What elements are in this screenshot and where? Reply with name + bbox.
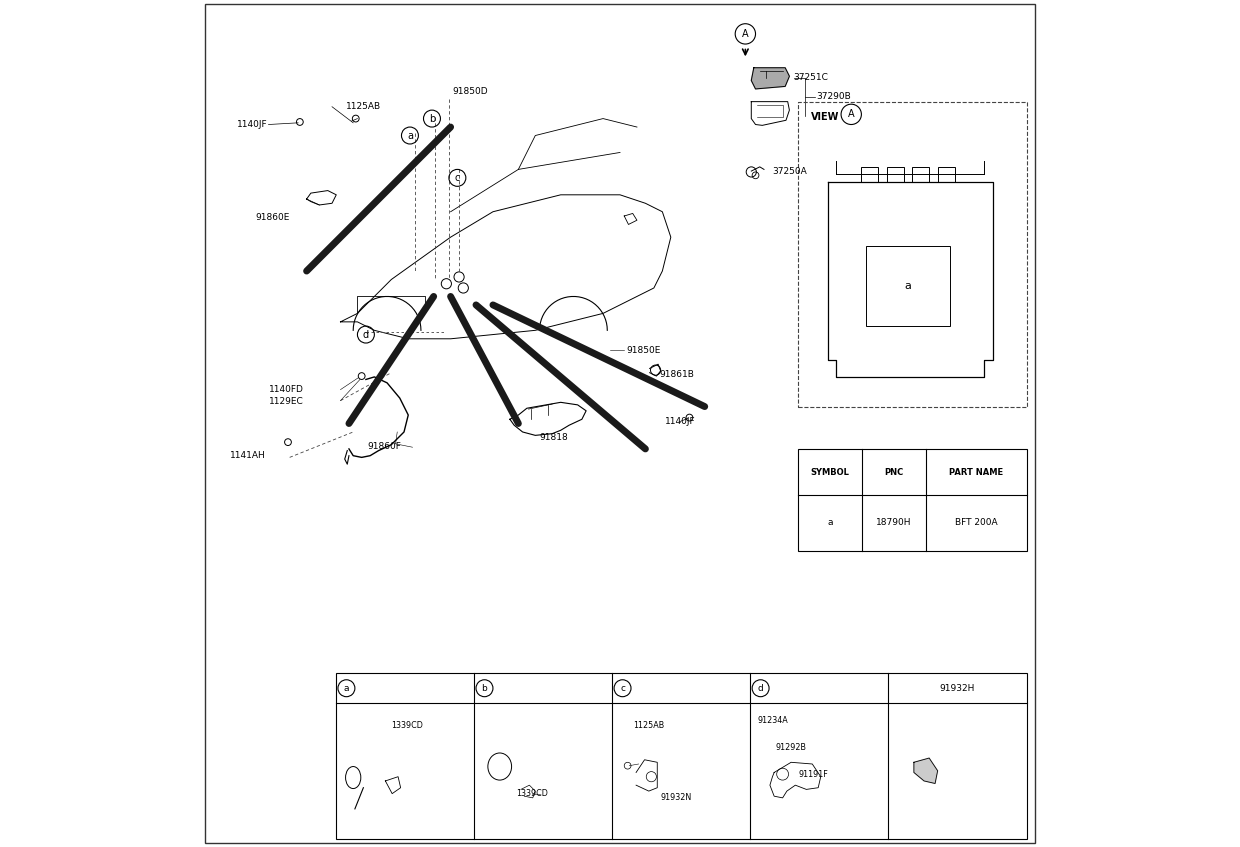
- Text: 18790H: 18790H: [877, 518, 911, 528]
- Text: d: d: [363, 329, 370, 340]
- Text: 1339CD: 1339CD: [516, 789, 548, 798]
- Text: 37251C: 37251C: [794, 74, 828, 82]
- Text: SYMBOL: SYMBOL: [811, 468, 849, 477]
- Bar: [336, 673, 1027, 839]
- Text: b: b: [481, 684, 487, 693]
- Text: 91850E: 91850E: [626, 346, 661, 355]
- Text: 1140JF: 1140JF: [665, 418, 696, 426]
- Text: 1141AH: 1141AH: [231, 451, 267, 460]
- Text: a: a: [407, 130, 413, 141]
- Text: 1339CD: 1339CD: [392, 721, 423, 730]
- Text: b: b: [429, 113, 435, 124]
- Text: c: c: [455, 173, 460, 183]
- Text: 1129EC: 1129EC: [269, 397, 304, 406]
- Text: 37290B: 37290B: [816, 92, 851, 101]
- Text: 91860F: 91860F: [367, 442, 402, 451]
- Bar: [866, 246, 950, 326]
- Text: BFT 200A: BFT 200A: [955, 518, 997, 528]
- Text: 1125AB: 1125AB: [346, 102, 382, 111]
- Text: 91860E: 91860E: [255, 213, 290, 222]
- Text: a: a: [343, 684, 350, 693]
- Text: 91234A: 91234A: [758, 716, 789, 724]
- Bar: [913, 167, 929, 182]
- Polygon shape: [914, 758, 937, 783]
- Text: 91932H: 91932H: [940, 684, 975, 693]
- Text: 91818: 91818: [539, 434, 568, 442]
- Text: d: d: [758, 684, 764, 693]
- Text: c: c: [620, 684, 625, 693]
- Text: A: A: [742, 29, 749, 39]
- Text: a: a: [827, 518, 832, 528]
- Text: A: A: [848, 109, 854, 119]
- Text: 91861B: 91861B: [660, 370, 694, 379]
- Text: 91191F: 91191F: [799, 770, 828, 778]
- Text: 1140JF: 1140JF: [237, 120, 268, 129]
- Text: 91850D: 91850D: [453, 87, 487, 96]
- Bar: [937, 167, 955, 182]
- Text: 37250A: 37250A: [773, 167, 807, 175]
- Polygon shape: [751, 68, 790, 89]
- Bar: [887, 167, 904, 182]
- Text: 91932N: 91932N: [661, 793, 692, 802]
- Text: 91292B: 91292B: [775, 743, 806, 751]
- Text: PNC: PNC: [884, 468, 904, 477]
- Text: 1140FD: 1140FD: [269, 385, 304, 394]
- Text: a: a: [904, 281, 911, 291]
- Text: PART NAME: PART NAME: [949, 468, 1003, 477]
- Bar: [797, 449, 1027, 551]
- Text: VIEW: VIEW: [811, 112, 839, 122]
- Bar: [862, 167, 878, 182]
- Text: 1125AB: 1125AB: [634, 721, 665, 730]
